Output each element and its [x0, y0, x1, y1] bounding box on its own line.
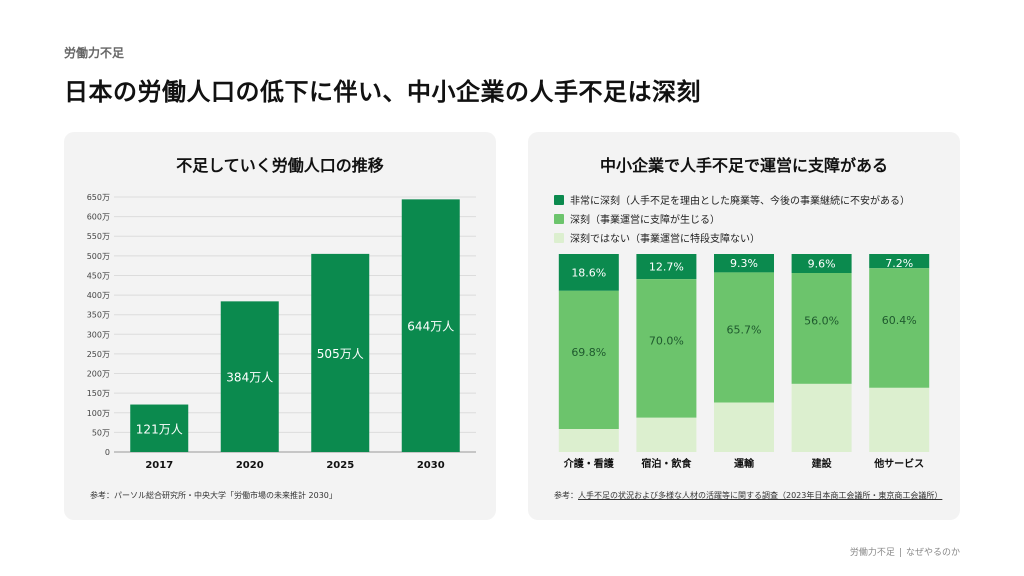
data-label: 121万人	[136, 422, 183, 436]
segment-label: 7.2%	[885, 257, 913, 270]
stack-segment	[869, 268, 930, 388]
y-tick-label: 550万	[87, 232, 110, 241]
chart-legend: 非常に深刻（人手不足を理由とした廃業等、今後の事業継続に不安がある） 深刻（事業…	[554, 190, 910, 247]
labor-population-card: 不足していく労働人口の推移 0 50万 100万 150万 200万 250万 300万 35…	[64, 132, 496, 520]
y-tick-label: 500万	[87, 252, 110, 261]
stack-segment	[791, 254, 852, 274]
footer-section: 労働力不足	[849, 548, 895, 558]
stack-segment	[636, 417, 697, 452]
segment-label: 60.4%	[882, 314, 917, 327]
sme-stacked-bar-chart: 18.6% 69.8% 介護・看護 12.7% 70.0% 宿泊・飲食 9.3% 65.7% 運…	[558, 254, 930, 470]
stack-segment	[791, 383, 852, 452]
legend-swatch-mid	[554, 213, 564, 224]
x-tick-label: 運輸	[734, 457, 755, 470]
page-footer: 労働力不足 | なぜやるのか	[850, 545, 960, 558]
right-chart-title: 中小企業で人手不足で運営に支障がある	[599, 156, 888, 175]
y-tick-label: 450万	[87, 271, 110, 280]
source-link[interactable]: 人手不足の状況および多様な人材の活躍等に関する調査（2023年日本商工会議所・東…	[578, 491, 943, 500]
segment-label: 69.8%	[571, 346, 606, 359]
x-tick-label: 建設	[811, 457, 833, 470]
legend-label: 深刻ではない（事業運営に特段支障ない）	[570, 234, 760, 245]
y-tick-label: 100万	[87, 409, 110, 418]
stack-segment	[869, 387, 930, 452]
source-prefix: 参考：	[554, 491, 578, 500]
x-tick-label: 2020	[236, 460, 264, 471]
legend-swatch-light	[554, 232, 564, 243]
y-tick-label: 50万	[92, 428, 110, 437]
stack-segment	[869, 254, 930, 269]
section-eyebrow: 労働力不足	[64, 46, 125, 60]
bar	[311, 253, 370, 452]
segment-label: 56.0%	[804, 314, 839, 327]
segment-label: 70.0%	[649, 334, 684, 347]
segment-label: 12.7%	[649, 261, 684, 274]
data-label: 505万人	[317, 347, 364, 361]
stack-segment	[636, 279, 697, 418]
left-chart-title: 不足していく労働人口の推移	[176, 156, 384, 175]
segment-label: 18.6%	[571, 266, 606, 279]
footer-subsection: なぜやるのか	[905, 548, 960, 558]
bar	[130, 404, 189, 452]
y-tick-label: 350万	[87, 311, 110, 320]
segment-label: 65.7%	[727, 323, 762, 336]
y-tick-label: 600万	[87, 213, 110, 222]
footer-separator: |	[898, 548, 902, 558]
x-tick-label: 2025	[326, 460, 354, 471]
segment-label: 9.3%	[730, 257, 758, 270]
stack-segment	[714, 402, 774, 452]
legend-swatch-dark	[554, 194, 564, 205]
stack-segment	[558, 254, 619, 291]
legend-item-serious: 深刻（事業運営に支障が生じる）	[554, 209, 910, 228]
x-tick-label: 2017	[145, 460, 173, 471]
bar	[220, 301, 279, 452]
data-label: 384万人	[226, 371, 273, 385]
right-source-note: 参考：人手不足の状況および多様な人材の活躍等に関する調査（2023年日本商工会議…	[554, 490, 942, 501]
data-label: 644万人	[407, 320, 454, 334]
y-tick-label: 650万	[87, 193, 110, 202]
segment-label: 9.6%	[808, 258, 836, 271]
x-tick-label: 2030	[417, 460, 445, 471]
y-tick-label: 0	[105, 448, 110, 457]
y-tick-label: 250万	[87, 350, 110, 359]
legend-item-not-serious: 深刻ではない（事業運営に特段支障ない）	[554, 228, 910, 247]
x-tick-label: 宿泊・飲食	[641, 457, 692, 470]
legend-label: 非常に深刻（人手不足を理由とした廃業等、今後の事業継続に不安がある）	[570, 196, 910, 207]
legend-label: 深刻（事業運営に支障が生じる）	[570, 215, 720, 226]
stack-segment	[791, 273, 852, 384]
x-tick-label: 介護・看護	[563, 457, 615, 470]
y-tick-label: 150万	[87, 389, 110, 398]
left-source-note: 参考：パーソル総合研究所・中央大学「労働市場の未来推計 2030」	[90, 491, 337, 500]
stack-segment	[558, 290, 619, 430]
bar	[401, 199, 460, 452]
sme-impact-card: 中小企業で人手不足で運営に支障がある 非常に深刻（人手不足を理由とした廃業等、今…	[528, 132, 960, 520]
legend-item-very-serious: 非常に深刻（人手不足を理由とした廃業等、今後の事業継続に不安がある）	[554, 190, 910, 209]
y-tick-label: 400万	[87, 291, 110, 300]
y-tick-label: 200万	[87, 370, 110, 379]
y-tick-label: 300万	[87, 330, 110, 339]
x-tick-label: 他サービス	[873, 457, 924, 470]
stack-segment	[714, 272, 774, 403]
stack-segment	[636, 254, 697, 280]
stack-segment	[714, 254, 774, 273]
labor-shortage-bar-chart: 0 50万 100万 150万 200万 250万 300万 350万 400万 450万 500万…	[87, 193, 476, 471]
stack-segment	[558, 429, 619, 452]
page-title: 日本の労働人口の低下に伴い、中小企業の人手不足は深刻	[64, 78, 701, 106]
